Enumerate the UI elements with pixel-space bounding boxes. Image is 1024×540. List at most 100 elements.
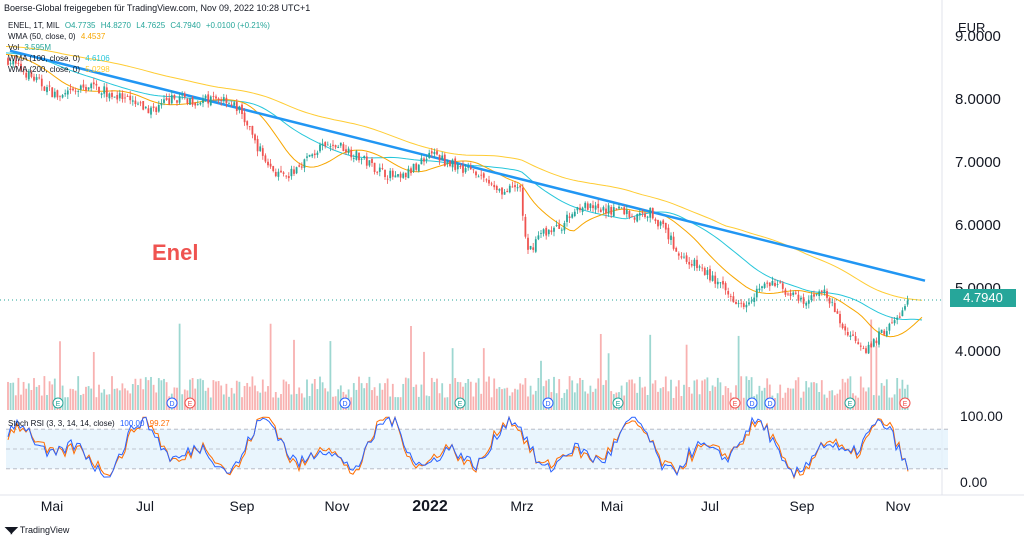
candle-body	[553, 227, 555, 232]
volume-bar	[891, 397, 893, 410]
volume-bar	[69, 388, 72, 410]
candle-body	[568, 216, 571, 218]
volume-bar	[446, 397, 449, 410]
candle-body	[287, 176, 290, 179]
volume-bar	[298, 387, 301, 410]
volume-bar	[300, 393, 303, 410]
volume-bar	[14, 395, 17, 410]
volume-bar	[638, 376, 641, 410]
event-marker	[612, 397, 624, 409]
event-marker-label: E	[848, 401, 853, 408]
candle-body	[885, 331, 888, 336]
event-marker	[542, 397, 554, 409]
candle-body	[233, 102, 236, 106]
volume-bar	[72, 389, 74, 410]
volume-bar	[399, 397, 402, 410]
candle-body	[199, 102, 202, 105]
candle-body	[274, 171, 277, 177]
volume-bar	[820, 380, 823, 410]
volume-bar	[108, 394, 111, 410]
currency-label: EUR	[958, 20, 986, 35]
volume-bar	[800, 397, 802, 410]
candle-body	[326, 144, 329, 146]
volume-bar	[685, 344, 688, 410]
candle-body	[605, 208, 607, 214]
volume-bar	[885, 379, 888, 410]
volume-bar	[355, 389, 358, 410]
volume-bar	[534, 390, 537, 410]
volume-bar	[641, 387, 644, 410]
volume-bar	[105, 394, 108, 410]
time-tick-label: Sep	[230, 498, 255, 514]
candle-body	[508, 185, 511, 193]
volume-bar	[579, 377, 581, 410]
event-marker	[52, 397, 64, 409]
volume-bar	[792, 388, 795, 410]
event-marker-label: D	[342, 401, 347, 408]
volume-bar	[155, 392, 158, 410]
candle-body	[194, 102, 197, 106]
candle-body	[365, 156, 368, 166]
volume-bar	[581, 379, 584, 410]
wma50-legend: WMA (50, close, 0) 4.4537	[8, 31, 108, 42]
candle-body	[126, 95, 129, 97]
volume-bar	[906, 384, 909, 410]
candle-body	[9, 63, 12, 65]
volume-bar	[51, 384, 54, 410]
volume-bar	[137, 385, 139, 410]
candle-body	[506, 191, 509, 193]
volume-bar	[33, 378, 35, 410]
volume-bar	[274, 392, 277, 410]
volume-bar	[651, 383, 654, 410]
volume-bar	[326, 391, 329, 410]
volume-bar	[363, 388, 366, 410]
candle-body	[784, 289, 787, 295]
volume-bar	[142, 389, 145, 410]
candle-body	[498, 188, 501, 191]
candle-body	[298, 165, 301, 167]
volume-bar	[870, 319, 873, 410]
candle-body	[566, 214, 568, 222]
candle-body	[456, 164, 459, 170]
candle-body	[248, 126, 251, 127]
volume-bar	[441, 383, 444, 410]
candle-body	[360, 158, 363, 160]
volume-bar	[59, 341, 61, 410]
volume-bar	[48, 381, 51, 410]
time-tick-label: Sep	[790, 498, 815, 514]
candle-body	[316, 152, 319, 155]
candle-body	[779, 282, 782, 284]
stoch-legend: Stoch RSI (3, 3, 14, 14, close) 100.00 9…	[8, 418, 173, 429]
tradingview-brand[interactable]: ◥◤ TradingView	[5, 525, 69, 536]
wma50-value: 4.4537	[80, 32, 106, 41]
candle-body	[547, 229, 550, 235]
candle-body	[368, 160, 371, 166]
volume-bar	[857, 397, 860, 410]
candle-body	[901, 310, 904, 317]
volume-bar	[573, 392, 576, 410]
volume-bar	[397, 397, 399, 410]
candle-body	[649, 207, 652, 218]
change-value: +0.0100 (+0.21%)	[205, 21, 270, 30]
volume-bar	[805, 381, 808, 410]
volume-bar	[714, 386, 717, 410]
volume-bar	[43, 376, 46, 410]
volume-bar	[709, 391, 711, 410]
volume-bar	[152, 384, 155, 410]
candle-body	[202, 98, 204, 103]
volume-bar	[82, 393, 85, 410]
volume-bar	[251, 376, 254, 410]
event-marker	[746, 397, 758, 409]
volume-bar	[389, 396, 392, 410]
candle-body	[12, 60, 15, 65]
candle-body	[170, 95, 173, 104]
candle-body	[339, 142, 342, 146]
volume-bar	[625, 382, 628, 410]
volume-bar	[745, 376, 748, 410]
candle-body	[14, 60, 17, 64]
candle-body	[72, 88, 74, 91]
volume-bar	[467, 378, 470, 410]
volume-bar	[77, 376, 80, 410]
volume-bar	[469, 381, 472, 410]
